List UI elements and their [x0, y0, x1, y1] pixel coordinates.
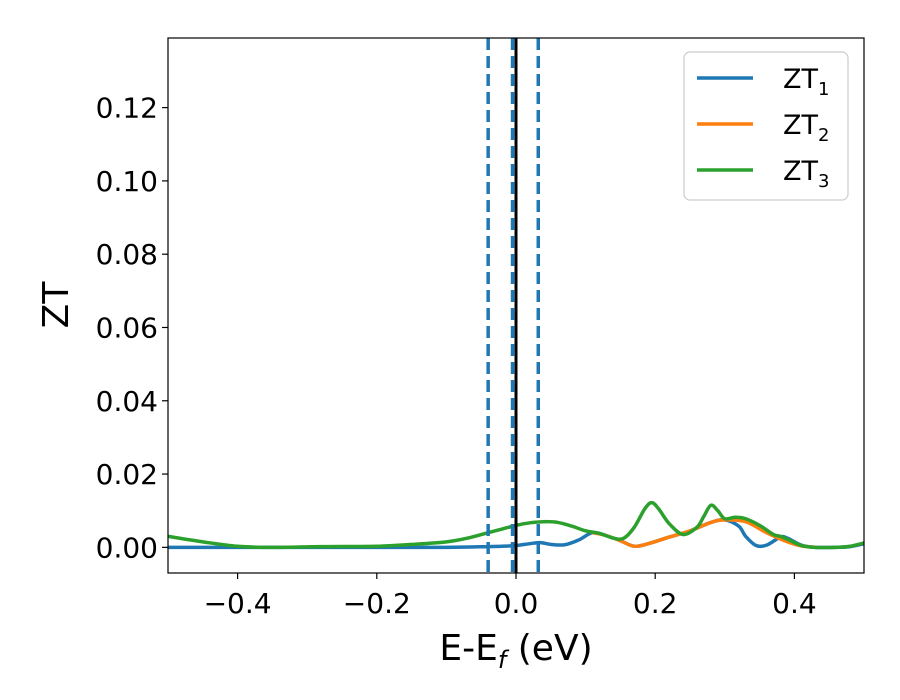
y-tick-label: 0.00: [96, 531, 158, 564]
x-tick-label: 0.2: [633, 587, 678, 620]
legend: ZT1 ZT2 ZT3: [683, 51, 849, 201]
x-axis-ticks: −0.4 −0.2 0.0 0.2 0.4: [204, 573, 817, 620]
y-tick-label: 0.02: [96, 458, 158, 491]
legend-box: [683, 51, 849, 201]
reference-lines: [486, 38, 541, 573]
x-tick-label: 0.0: [494, 587, 539, 620]
series-line-zt2: [590, 518, 818, 550]
series-line-zt3: [168, 500, 864, 550]
legend-label-zt3: ZT3: [783, 156, 829, 192]
legend-label-zt1: ZT1: [783, 64, 829, 100]
y-tick-label: 0.06: [96, 311, 158, 344]
y-axis-ticks: 0.00 0.02 0.04 0.06 0.08 0.10 0.12: [96, 92, 168, 564]
x-tick-label: 0.4: [772, 587, 817, 620]
y-tick-label: 0.10: [96, 165, 158, 198]
x-axis-title: E-Ef (eV): [439, 628, 592, 674]
y-tick-label: 0.04: [96, 385, 158, 418]
y-tick-label: 0.08: [96, 238, 158, 271]
x-tick-label: −0.2: [343, 587, 411, 620]
y-tick-label: 0.12: [96, 92, 158, 125]
legend-label-zt2: ZT2: [783, 110, 829, 146]
x-tick-label: −0.4: [204, 587, 272, 620]
y-axis-title: ZT: [36, 281, 77, 329]
